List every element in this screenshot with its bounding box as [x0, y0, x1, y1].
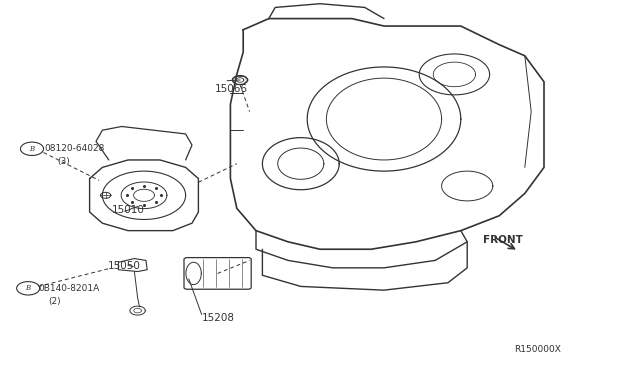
Text: 15066: 15066: [214, 84, 248, 94]
Text: 15050: 15050: [108, 261, 140, 271]
Text: (2): (2): [48, 297, 61, 306]
Text: (3): (3): [58, 157, 70, 166]
Text: 15010: 15010: [112, 205, 145, 215]
Text: B: B: [29, 145, 35, 153]
Text: FRONT: FRONT: [483, 235, 523, 245]
Text: 15208: 15208: [202, 313, 235, 323]
Text: 0B140-8201A: 0B140-8201A: [38, 284, 100, 293]
Text: R150000X: R150000X: [514, 345, 561, 354]
Text: 08120-64028: 08120-64028: [45, 144, 105, 153]
Text: B: B: [26, 284, 31, 292]
